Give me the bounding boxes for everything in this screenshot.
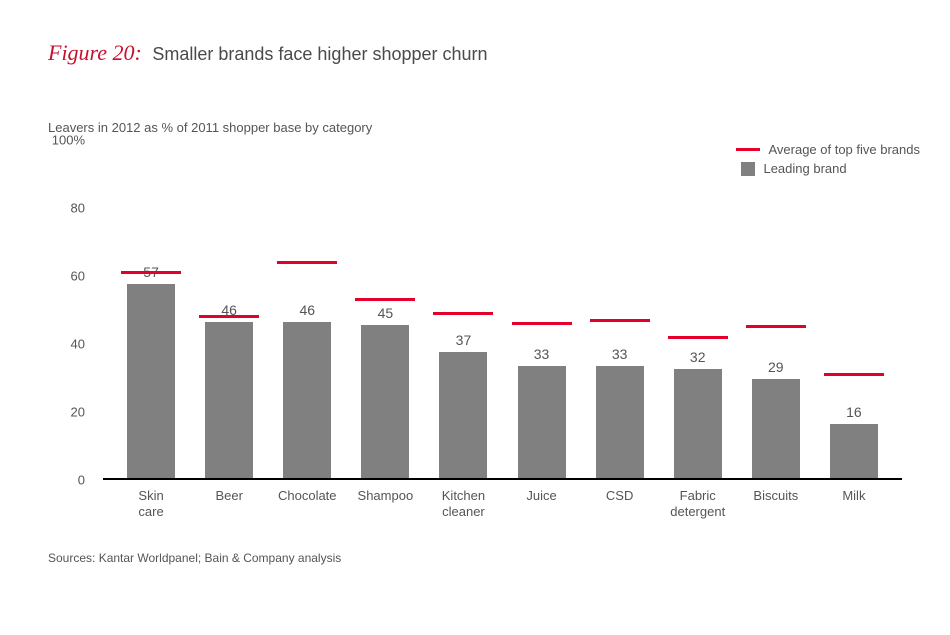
avg-marker — [199, 315, 259, 318]
x-tick-label: Biscuits — [736, 488, 816, 504]
bar-value-label: 46 — [283, 302, 331, 318]
avg-marker — [746, 325, 806, 328]
bar-group: 16 — [824, 138, 884, 478]
avg-marker — [355, 298, 415, 301]
x-tick-label: Kitchencleaner — [423, 488, 503, 519]
bar-value-label: 16 — [830, 404, 878, 420]
bar: 57 — [127, 284, 175, 478]
y-tick-label: 80 — [71, 201, 85, 216]
bar-group: 46 — [277, 138, 337, 478]
y-tick-label: 40 — [71, 337, 85, 352]
avg-marker — [512, 322, 572, 325]
bar-value-label: 32 — [674, 349, 722, 365]
avg-marker — [277, 261, 337, 264]
bar: 45 — [361, 325, 409, 478]
bar-value-label: 33 — [518, 346, 566, 362]
x-tick-label: Beer — [189, 488, 269, 504]
bar-group: 33 — [590, 138, 650, 478]
avg-marker — [121, 271, 181, 274]
bar-value-label: 33 — [596, 346, 644, 362]
x-tick-label: Skincare — [111, 488, 191, 519]
x-tick-label: Milk — [814, 488, 894, 504]
bar-group: 37 — [433, 138, 493, 478]
y-tick-label: 20 — [71, 405, 85, 420]
avg-marker — [668, 336, 728, 339]
bar-value-label: 29 — [752, 359, 800, 375]
bar: 32 — [674, 369, 722, 478]
bar-value-label: 45 — [361, 305, 409, 321]
sources-note: Sources: Kantar Worldpanel; Bain & Compa… — [48, 551, 341, 565]
avg-marker — [590, 319, 650, 322]
figure-title: Smaller brands face higher shopper churn — [152, 44, 487, 64]
bar-group: 29 — [746, 138, 806, 478]
figure-header: Figure 20: Smaller brands face higher sh… — [48, 40, 488, 66]
chart-subtitle: Leavers in 2012 as % of 2011 shopper bas… — [48, 120, 372, 135]
x-tick-label: Juice — [502, 488, 582, 504]
bar: 33 — [596, 366, 644, 478]
figure-number: Figure 20: — [48, 40, 142, 65]
bar: 33 — [518, 366, 566, 478]
bar-group: 32 — [668, 138, 728, 478]
avg-marker — [433, 312, 493, 315]
bar-group: 46 — [199, 138, 259, 478]
bar: 37 — [439, 352, 487, 478]
bar: 16 — [830, 424, 878, 478]
y-axis: 020406080100% — [48, 140, 93, 480]
y-tick-label: 60 — [71, 269, 85, 284]
y-tick-label: 100% — [52, 133, 85, 148]
bar: 46 — [205, 322, 253, 478]
bar-group: 57 — [121, 138, 181, 478]
avg-marker — [824, 373, 884, 376]
bar: 29 — [752, 379, 800, 478]
x-axis-labels: SkincareBeerChocolateShampooKitchenclean… — [103, 480, 902, 520]
chart-area: 020406080100% 57464645373333322916 Skinc… — [48, 140, 902, 480]
x-tick-label: Fabricdetergent — [658, 488, 738, 519]
plot-region: 57464645373333322916 — [103, 140, 902, 480]
y-tick-label: 0 — [78, 473, 85, 488]
bar-group: 45 — [355, 138, 415, 478]
x-tick-label: CSD — [580, 488, 660, 504]
bar-group: 33 — [512, 138, 572, 478]
x-tick-label: Shampoo — [345, 488, 425, 504]
bar: 46 — [283, 322, 331, 478]
bar-value-label: 37 — [439, 332, 487, 348]
x-tick-label: Chocolate — [267, 488, 347, 504]
